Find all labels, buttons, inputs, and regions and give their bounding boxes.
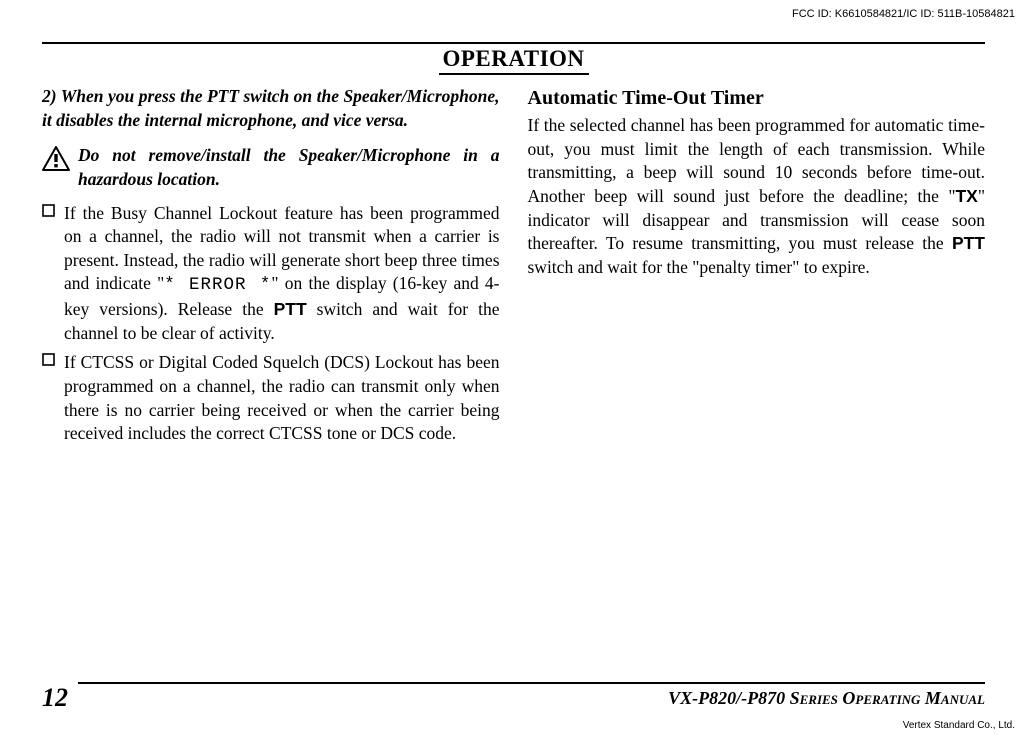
section-title: OPERATION bbox=[42, 46, 985, 72]
page-content: OPERATION 2) When you press the PTT swit… bbox=[42, 42, 985, 452]
ptt-note: 2) When you press the PTT switch on the … bbox=[42, 85, 500, 132]
two-column-layout: 2) When you press the PTT switch on the … bbox=[42, 85, 985, 452]
right-column: Automatic Time-Out Timer If the selected… bbox=[528, 85, 986, 452]
warning-text: Do not remove/install the Speaker/Microp… bbox=[78, 144, 500, 191]
timeout-paragraph: If the selected channel has been program… bbox=[528, 114, 986, 279]
ptt-label: PTT bbox=[274, 299, 307, 319]
title-underline bbox=[439, 73, 589, 75]
fcc-id-header: FCC ID: K6610584821/IC ID: 511B-10584821 bbox=[792, 8, 1015, 20]
page-number: 12 bbox=[42, 683, 68, 713]
bullet-icon bbox=[42, 202, 56, 346]
bullet-item-ctcss: If CTCSS or Digital Coded Squelch (DCS) … bbox=[42, 351, 500, 446]
tx-indicator: TX bbox=[955, 186, 977, 206]
vertex-footer: Vertex Standard Co., Ltd. bbox=[903, 720, 1015, 731]
left-column: 2) When you press the PTT switch on the … bbox=[42, 85, 500, 452]
top-rule bbox=[42, 42, 985, 44]
bullet-icon bbox=[42, 351, 56, 446]
bullet-text-ctcss: If CTCSS or Digital Coded Squelch (DCS) … bbox=[64, 351, 500, 446]
bullet-text-bcl: If the Busy Channel Lockout feature has … bbox=[64, 202, 500, 346]
error-display-text: * ERROR * bbox=[164, 275, 271, 295]
warning-block: Do not remove/install the Speaker/Microp… bbox=[42, 144, 500, 191]
timeout-heading: Automatic Time-Out Timer bbox=[528, 85, 986, 112]
footer-rule bbox=[78, 682, 985, 684]
footer: 12 VX-P820/-P870 Series Operating Manual bbox=[42, 682, 985, 709]
ptt-label: PTT bbox=[952, 233, 985, 253]
p-pre: If the selected channel has been program… bbox=[528, 115, 986, 206]
warning-icon bbox=[42, 146, 70, 179]
bullet-item-bcl: If the Busy Channel Lockout feature has … bbox=[42, 202, 500, 346]
footer-manual-title: VX-P820/-P870 Series Operating Manual bbox=[42, 688, 985, 709]
p-post: switch and wait for the "penalty timer" … bbox=[528, 257, 870, 277]
